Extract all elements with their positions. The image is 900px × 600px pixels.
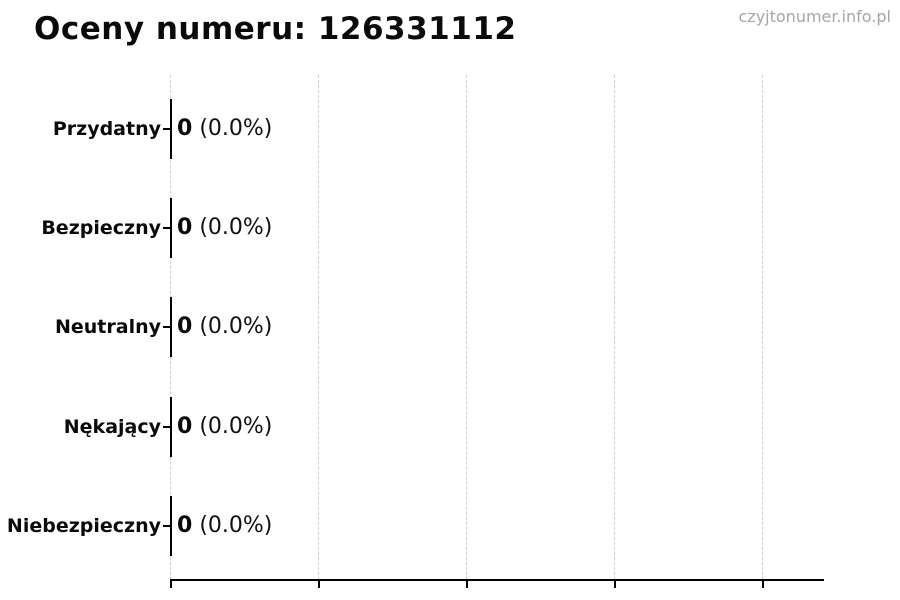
y-axis-tick [163,525,170,527]
category-label: Neutralny [54,316,161,338]
x-axis-line [170,579,824,581]
gridline [762,75,763,580]
y-axis-tick [163,128,170,130]
watermark-link: czyjtonumer.info.pl [738,7,892,26]
bar-percentage: (0.0%) [199,116,273,141]
gridline [318,75,319,580]
bar-count: 0 [177,513,193,538]
bar-percentage: (0.0%) [199,513,273,538]
bar-percentage: (0.0%) [199,314,273,339]
x-axis-tick [318,581,320,588]
bar-value-annotation: 0 (0.0%) [177,115,272,143]
bar-zero-edge [170,198,172,258]
category-label: Niebezpieczny [6,515,161,537]
y-axis-tick [163,227,170,229]
bar-zero-edge [170,297,172,357]
bar-zero-edge [170,397,172,457]
category-label: Przydatny [52,118,161,140]
bar-zero-edge [170,99,172,159]
bar-value-annotation: 0 (0.0%) [177,214,272,242]
bar-percentage: (0.0%) [199,215,273,240]
gridline [614,75,615,580]
bar-percentage: (0.0%) [199,414,273,439]
bar-value-annotation: 0 (0.0%) [177,413,272,441]
y-axis-tick [163,426,170,428]
bar-zero-edge [170,496,172,556]
bar-count: 0 [177,116,193,141]
category-label: Bezpieczny [41,217,161,239]
bar-count: 0 [177,215,193,240]
x-axis-tick [170,581,172,588]
y-axis-tick [163,326,170,328]
category-label: Nękający [63,416,161,438]
bar-count: 0 [177,414,193,439]
x-axis-tick [762,581,764,588]
x-axis-tick [614,581,616,588]
bar-count: 0 [177,314,193,339]
bar-value-annotation: 0 (0.0%) [177,313,272,341]
x-axis-tick [466,581,468,588]
bar-value-annotation: 0 (0.0%) [177,512,272,540]
gridline [466,75,467,580]
chart-title: Oceny numeru: 126331112 [34,11,517,47]
